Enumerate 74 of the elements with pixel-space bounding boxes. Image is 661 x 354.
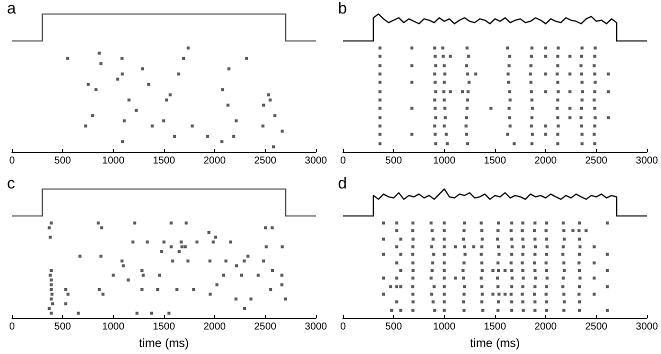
- point: [186, 46, 190, 50]
- point: [116, 78, 120, 81]
- point: [122, 119, 126, 122]
- x-tick-label: 1000: [433, 322, 456, 332]
- point: [272, 145, 276, 148]
- point: [206, 134, 210, 138]
- x-tick-label: 2000: [534, 156, 558, 166]
- x-tick-label: 1500: [484, 322, 506, 332]
- chart-title: d: [338, 176, 347, 192]
- x-tick-label: 500: [54, 156, 72, 166]
- x-tick-label: 500: [385, 322, 402, 332]
- point: [245, 56, 248, 60]
- point: [127, 98, 130, 102]
- x-tick-label: 1000: [102, 322, 125, 332]
- point: [280, 130, 284, 133]
- x-tick-label: 1000: [102, 156, 125, 166]
- x-tick-label: 2000: [203, 322, 226, 332]
- point: [99, 62, 102, 66]
- point: [261, 124, 264, 128]
- point: [120, 56, 124, 60]
- point: [262, 104, 266, 107]
- chart-title: b: [338, 0, 347, 18]
- x-tick-label: 500: [54, 322, 72, 332]
- x-tick-label: 0: [340, 322, 346, 332]
- point: [134, 108, 138, 112]
- point: [173, 134, 176, 138]
- point: [150, 124, 154, 128]
- x-axis-title: time (ms): [138, 336, 189, 350]
- chart-title: a: [7, 0, 16, 18]
- chart-title: c: [7, 176, 15, 192]
- x-tick-label: 2000: [534, 322, 558, 332]
- point: [147, 82, 150, 86]
- point: [86, 82, 90, 86]
- x-tick-label: 1500: [152, 156, 176, 166]
- point: [91, 114, 94, 118]
- x-tick-label: 3000: [636, 156, 658, 166]
- x-tick-label: 2500: [585, 156, 608, 166]
- point: [182, 56, 186, 60]
- point: [177, 72, 180, 76]
- point: [273, 114, 276, 118]
- x-tick-label: 0: [9, 156, 16, 166]
- point: [227, 67, 230, 70]
- point: [267, 93, 270, 96]
- x-tick-label: 2000: [203, 156, 226, 166]
- point: [190, 124, 194, 128]
- x-tick-label: 2500: [254, 322, 277, 332]
- point: [220, 140, 224, 144]
- point: [234, 119, 238, 122]
- point: [94, 88, 98, 92]
- point: [141, 67, 144, 70]
- x-tick-label: 0: [9, 322, 16, 332]
- point: [162, 119, 166, 122]
- x-tick-label: 3000: [304, 156, 328, 166]
- point: [84, 124, 88, 128]
- point: [221, 88, 224, 92]
- x-tick-label: 3000: [304, 322, 328, 332]
- point: [121, 140, 124, 144]
- point: [165, 98, 168, 102]
- x-axis-title: time (ms): [470, 336, 520, 350]
- x-tick-label: 1500: [152, 322, 176, 332]
- point: [268, 98, 272, 102]
- x-tick-label: 1000: [433, 156, 456, 166]
- x-tick-label: 1500: [484, 156, 506, 166]
- x-tick-label: 3000: [636, 322, 658, 332]
- point: [98, 52, 101, 55]
- x-tick-label: 500: [385, 156, 402, 166]
- point: [226, 104, 230, 107]
- point: [66, 56, 70, 60]
- point: [168, 93, 172, 96]
- point: [120, 72, 124, 76]
- x-tick-label: 2500: [585, 322, 608, 332]
- point: [232, 134, 236, 138]
- x-tick-label: 0: [340, 156, 346, 166]
- x-tick-label: 2500: [254, 156, 277, 166]
